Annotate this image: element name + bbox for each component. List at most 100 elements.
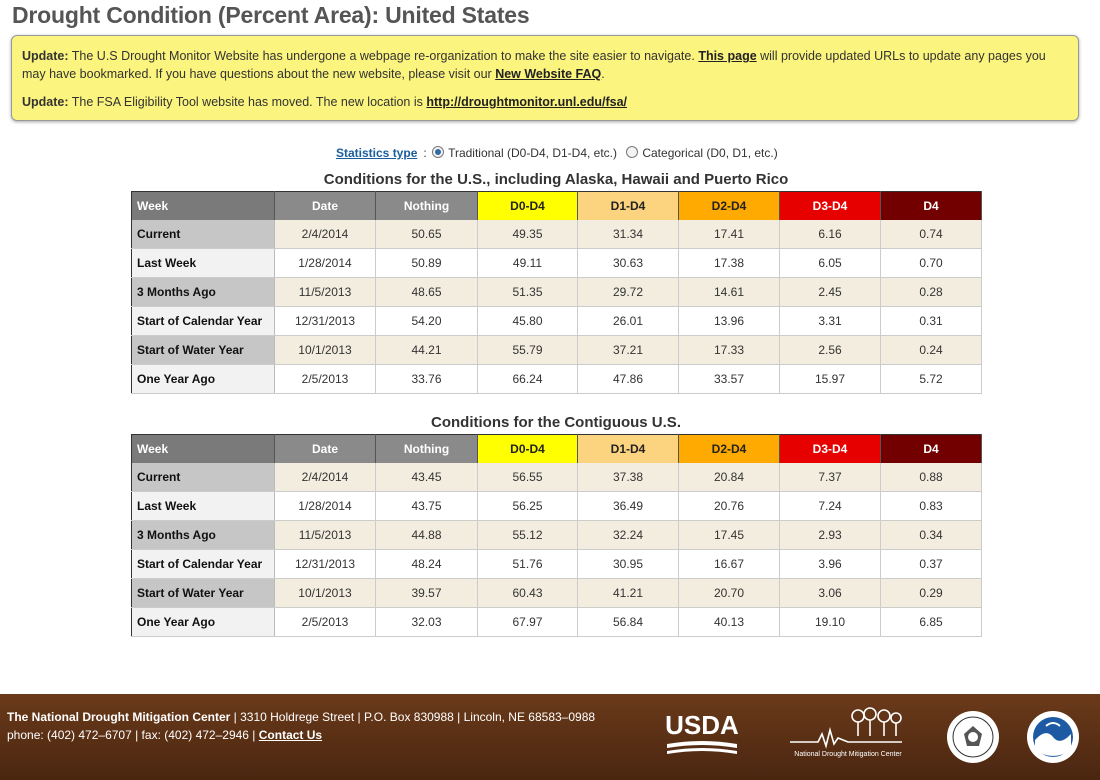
cell-d0: 55.79 [477, 335, 578, 365]
cell-d0: 51.76 [477, 549, 578, 579]
table-row: Last Week 1/28/2014 43.75 56.25 36.49 20.76 7.… [131, 491, 982, 521]
department-of-commerce-seal-icon[interactable] [946, 710, 1000, 764]
notice-text: will provide updated URLs to update any … [22, 49, 1046, 81]
cell-d4: 0.37 [880, 549, 982, 579]
radio-traditional-label[interactable]: Traditional (D0-D4, D1-D4, etc.) [448, 146, 617, 160]
cell-date: 10/1/2013 [274, 335, 376, 365]
cell-d4: 0.24 [880, 335, 982, 365]
cell-d1: 47.86 [577, 364, 679, 394]
cell-d2: 14.61 [678, 277, 780, 307]
this-page-link[interactable]: This page [698, 49, 757, 63]
contact-us-link[interactable]: Contact Us [258, 728, 323, 742]
fsa-tool-link[interactable]: http://droughtmonitor.unl.edu/fsa/ [426, 95, 628, 109]
cell-d3: 3.31 [779, 306, 881, 336]
conditions-table-us: Week Date Nothing D0-D4 D1-D4 D2-D4 D3-D4 D4 Cu… [131, 191, 982, 394]
cell-d4: 0.34 [880, 520, 982, 550]
cell-date: 11/5/2013 [274, 277, 376, 307]
cell-d0: 45.80 [477, 306, 578, 336]
column-header-date: Date [274, 191, 376, 220]
update-label: Update: [22, 49, 69, 63]
row-label: One Year Ago [131, 364, 275, 394]
row-label: Last Week [131, 248, 275, 278]
table-row: Current 2/4/2014 43.45 56.55 37.38 20.84 7.37 0… [131, 463, 982, 492]
row-label: Start of Calendar Year [131, 549, 275, 579]
cell-nothing: 44.88 [375, 520, 478, 550]
cell-d1: 26.01 [577, 306, 679, 336]
column-header-d1: D1-D4 [577, 191, 679, 220]
cell-d3: 2.56 [779, 335, 881, 365]
cell-d2: 20.76 [678, 491, 780, 521]
cell-d0: 67.97 [477, 607, 578, 637]
cell-nothing: 39.57 [375, 578, 478, 608]
cell-d2: 17.33 [678, 335, 780, 365]
radio-categorical-label[interactable]: Categorical (D0, D1, etc.) [642, 146, 778, 160]
usda-logo-text: USDA [665, 710, 739, 740]
cell-d0: 66.24 [477, 364, 578, 394]
cell-d3: 7.37 [779, 463, 881, 492]
phone-fax: phone: (402) 472–6707 | fax: (402) 472–2… [7, 728, 259, 742]
cell-d0: 60.43 [477, 578, 578, 608]
cell-d4: 0.28 [880, 277, 982, 307]
radio-traditional[interactable] [432, 146, 445, 158]
update-notice: Update: The U.S Drought Monitor Website … [11, 35, 1079, 121]
row-label: Start of Calendar Year [131, 306, 275, 336]
cell-date: 2/5/2013 [274, 364, 376, 394]
cell-d1: 30.95 [577, 549, 679, 579]
conditions-table-contiguous: Week Date Nothing D0-D4 D1-D4 D2-D4 D3-D4 D4 Cu… [131, 434, 982, 637]
cell-d4: 0.83 [880, 491, 982, 521]
cell-nothing: 50.65 [375, 220, 478, 249]
footer: The National Drought Mitigation Center |… [0, 694, 1100, 780]
cell-d3: 19.10 [779, 607, 881, 637]
table-header-row: Week Date Nothing D0-D4 D1-D4 D2-D4 D3-D4 D4 [131, 434, 982, 463]
cell-date: 11/5/2013 [274, 520, 376, 550]
notice-paragraph-2: Update: The FSA Eligibility Tool website… [22, 93, 1072, 111]
column-header-week: Week [131, 434, 275, 463]
cell-d1: 31.34 [577, 220, 679, 249]
row-label: Current [131, 220, 275, 249]
cell-d4: 0.74 [880, 220, 982, 249]
page-title: Drought Condition (Percent Area): United… [12, 2, 530, 28]
cell-nothing: 48.65 [375, 277, 478, 307]
table-row: One Year Ago 2/5/2013 32.03 67.97 56.84 40.13… [131, 607, 982, 637]
table-title-us: Conditions for the U.S., including Alask… [323, 171, 789, 188]
column-header-nothing: Nothing [375, 191, 478, 220]
cell-d0: 55.12 [477, 520, 578, 550]
cell-date: 12/31/2013 [274, 549, 376, 579]
cell-d3: 7.24 [779, 491, 881, 521]
cell-nothing: 43.45 [375, 463, 478, 492]
notice-text: The U.S Drought Monitor Website has unde… [68, 49, 699, 63]
cell-date: 2/4/2014 [274, 463, 376, 492]
column-header-d3: D3-D4 [779, 434, 881, 463]
noaa-logo-icon[interactable] [1026, 710, 1080, 764]
cell-date: 2/4/2014 [274, 220, 376, 249]
column-header-d4: D4 [880, 434, 982, 463]
row-label: Start of Water Year [131, 578, 275, 608]
radio-categorical[interactable] [626, 146, 639, 158]
cell-date: 2/5/2013 [274, 607, 376, 637]
ndmc-logo[interactable]: National Drought Mitigation Center [788, 706, 904, 762]
footer-address-line: The National Drought Mitigation Center |… [7, 710, 595, 724]
notice-text: . [601, 67, 605, 81]
row-label: One Year Ago [131, 607, 275, 637]
column-header-d0: D0-D4 [477, 191, 578, 220]
usda-logo[interactable]: USDA [665, 708, 739, 758]
column-header-d3: D3-D4 [779, 191, 881, 220]
cell-d1: 29.72 [577, 277, 679, 307]
column-header-d2: D2-D4 [678, 434, 780, 463]
cell-date: 1/28/2014 [274, 248, 376, 278]
table-row: Current 2/4/2014 50.65 49.35 31.34 17.41 6.16 0… [131, 220, 982, 249]
footer-contact-line: phone: (402) 472–6707 | fax: (402) 472–2… [7, 728, 322, 742]
cell-d2: 40.13 [678, 607, 780, 637]
table-title-contiguous: Conditions for the Contiguous U.S. [431, 414, 681, 431]
statistics-type-link[interactable]: Statistics type [336, 146, 418, 160]
cell-d2: 20.84 [678, 463, 780, 492]
cell-d1: 32.24 [577, 520, 679, 550]
update-label: Update: [22, 95, 69, 109]
row-label: 3 Months Ago [131, 277, 275, 307]
notice-text: The FSA Eligibility Tool website has mov… [68, 95, 427, 109]
new-website-faq-link[interactable]: New Website FAQ [495, 67, 602, 81]
column-header-d1: D1-D4 [577, 434, 679, 463]
cell-d3: 2.45 [779, 277, 881, 307]
table-row: Start of Water Year 10/1/2013 39.57 60.43 41… [131, 578, 982, 608]
cell-d3: 6.05 [779, 248, 881, 278]
